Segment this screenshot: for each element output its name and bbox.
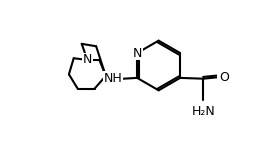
Text: N: N — [83, 53, 92, 66]
Text: NH: NH — [104, 72, 123, 85]
Text: N: N — [132, 47, 142, 59]
Text: H₂N: H₂N — [192, 105, 215, 118]
Text: O: O — [219, 71, 229, 84]
